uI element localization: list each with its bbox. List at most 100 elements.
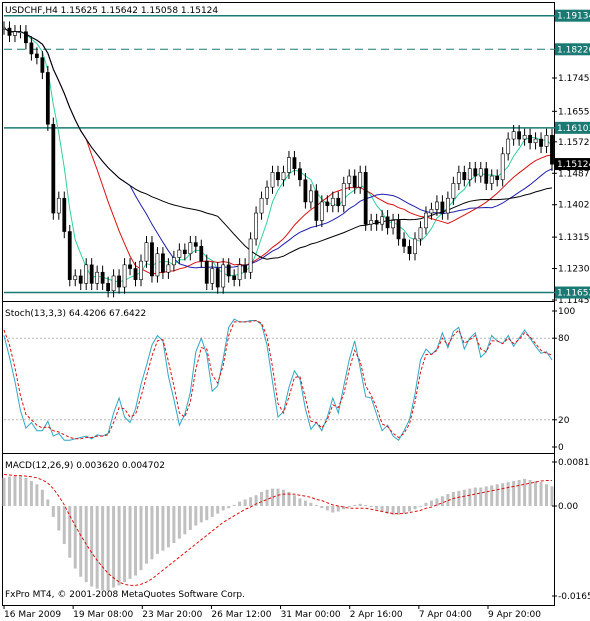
macd-histogram-bar: [172, 506, 176, 543]
candle: [330, 191, 335, 213]
candle-body: [78, 275, 83, 284]
macd-histogram-bar: [303, 500, 307, 507]
candle: [122, 258, 127, 294]
macd-histogram-bar: [446, 494, 450, 507]
candle-body: [215, 268, 220, 288]
candle-body: [489, 175, 494, 184]
macd-histogram-bar: [139, 506, 143, 571]
candle: [396, 213, 401, 246]
candle-body: [210, 268, 215, 284]
price-level-tag: [555, 121, 590, 134]
price-pane-title: USDCHF,H4 1.15625 1.15642 1.15058 1.1512…: [5, 6, 218, 16]
candle: [440, 195, 445, 220]
macd-histogram-bar: [336, 506, 340, 512]
macd-histogram-bar: [287, 491, 291, 507]
candle: [407, 239, 412, 261]
macd-histogram-bar: [238, 501, 242, 507]
macd-histogram-bar: [408, 506, 412, 512]
candle: [204, 254, 209, 291]
candle: [489, 169, 494, 191]
candle-body: [128, 264, 132, 269]
price-level-label: 1.11652: [557, 289, 590, 299]
candle: [495, 169, 500, 187]
candle-body: [177, 249, 182, 258]
macd-histogram-bar: [35, 484, 39, 507]
price-pane: [2, 14, 555, 298]
macd-histogram-bar: [18, 476, 22, 507]
current-price-tag: [555, 158, 590, 171]
macd-histogram-bar: [468, 488, 472, 507]
candle: [462, 165, 467, 187]
macd-histogram-bar: [166, 506, 170, 548]
time-tick-label: 7 Apr 04:00: [419, 610, 472, 620]
candle: [89, 258, 94, 291]
price-axis: 1.17450 1.16550 1.15725 1.14875 1.14025 1.131…: [552, 9, 590, 602]
candle: [413, 232, 417, 261]
candle: [358, 165, 363, 194]
candle-body: [84, 264, 89, 284]
candle-body: [424, 212, 428, 229]
candle-body: [226, 264, 231, 277]
candle: [18, 25, 23, 39]
candle-body: [418, 227, 423, 240]
time-tick-label: 2 Apr 16:00: [350, 610, 403, 620]
macd-histogram-bar: [112, 506, 116, 588]
candle-body: [511, 131, 516, 140]
candle: [188, 235, 193, 261]
candle: [2, 21, 6, 35]
macd-histogram-bar: [512, 481, 516, 507]
candle-body: [358, 172, 363, 188]
candle-body: [95, 271, 100, 284]
macd-histogram-bar: [199, 506, 203, 523]
macd-histogram-bar: [413, 506, 417, 510]
candle-body: [341, 183, 346, 206]
macd-histogram-bar: [347, 506, 351, 508]
candle: [380, 210, 385, 231]
candle-body: [111, 275, 116, 292]
candle-body: [73, 275, 78, 280]
stochastic-tick-label: 80: [558, 334, 570, 344]
candle-body: [29, 42, 34, 55]
candle: [248, 232, 253, 279]
macd-histogram-bar: [462, 489, 466, 507]
macd-histogram-bar: [150, 506, 154, 560]
candle-body: [62, 197, 67, 232]
candle-body: [193, 242, 198, 247]
candle-body: [67, 231, 72, 280]
macd-histogram-bar: [320, 506, 324, 509]
candle: [539, 132, 543, 154]
macd-histogram-bar: [550, 486, 554, 507]
macd-histogram-bar: [451, 491, 455, 507]
macd-histogram-bar: [123, 506, 127, 583]
macd-histogram-bar: [260, 491, 264, 507]
price-tick-label: 1.14025: [558, 201, 590, 211]
candle-body: [18, 31, 23, 34]
candle: [341, 176, 346, 213]
macd-histogram-bar: [90, 506, 94, 587]
candle: [391, 213, 395, 235]
candle: [111, 269, 116, 298]
macd-histogram-bar: [106, 506, 110, 591]
candle: [265, 180, 269, 205]
candle: [473, 161, 478, 183]
candle-body: [243, 264, 248, 273]
macd-histogram-bar: [484, 486, 488, 507]
candle-body: [188, 242, 193, 255]
candle-body: [34, 53, 39, 58]
candle-body: [374, 220, 379, 225]
macd-histogram-bar: [397, 506, 401, 515]
price-level-tag: [555, 9, 590, 22]
candle: [451, 176, 456, 205]
macd-histogram-bar: [501, 483, 505, 507]
candle-body: [325, 201, 330, 206]
candle-body: [336, 197, 341, 206]
candle: [24, 25, 28, 50]
macd-histogram-bar: [369, 506, 373, 508]
macd-histogram-bar: [386, 506, 390, 514]
price-tick-label: 1.12300: [558, 265, 590, 275]
macd-histogram-bar: [545, 484, 549, 507]
candle: [226, 258, 231, 283]
candle-body: [544, 135, 549, 147]
macd-pane: [2, 474, 554, 591]
candle: [193, 235, 198, 254]
